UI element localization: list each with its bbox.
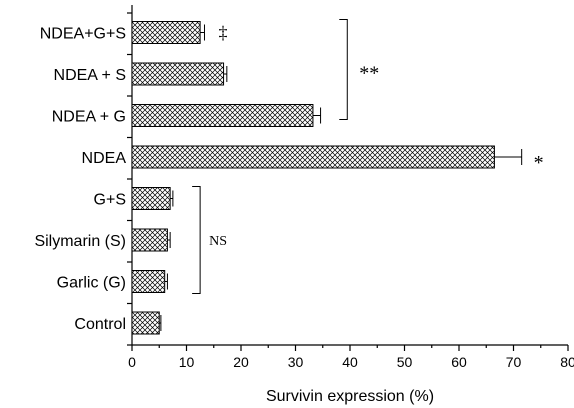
bar-3 xyxy=(131,145,495,169)
y-ticks-group xyxy=(127,12,132,346)
category-label-2: NDEA + G xyxy=(52,109,126,126)
bar-4 xyxy=(131,187,171,210)
error-bars-group xyxy=(159,24,523,331)
ndea-star-annotation: * xyxy=(534,152,544,174)
category-label-1: NDEA + S xyxy=(54,67,126,84)
category-labels-group: NDEA+G+S NDEA + S NDEA + G NDEA G+S Silymarin… xyxy=(34,26,126,334)
annotations-group: ‡ * ** NS xyxy=(192,19,544,294)
x-tick-label-0: 0 xyxy=(128,354,136,370)
category-label-3: NDEA xyxy=(82,150,127,167)
bar-5 xyxy=(131,228,168,252)
bar-1 xyxy=(131,62,225,86)
bar-0 xyxy=(131,21,201,44)
dagger-annotation: ‡ xyxy=(218,23,227,43)
control-group-bracket xyxy=(192,186,201,294)
category-label-0: NDEA+G+S xyxy=(40,26,126,43)
error-bar-6 xyxy=(164,273,168,290)
control-group-annotation: NS xyxy=(209,234,227,249)
bar-2 xyxy=(131,104,314,127)
bar-7 xyxy=(131,311,160,335)
treated-group-bracket xyxy=(339,19,348,120)
category-label-6: Garlic (G) xyxy=(57,275,126,292)
x-axis-title: Survivin expression (%) xyxy=(266,388,434,405)
category-label-4: G+S xyxy=(94,192,126,209)
error-bar-1 xyxy=(223,66,228,82)
category-label-7: Control xyxy=(74,316,126,333)
x-tick-label-3: 30 xyxy=(288,354,304,370)
category-label-5: Silymarin (S) xyxy=(34,233,126,250)
bars-group xyxy=(131,21,495,335)
x-tick-label-2: 20 xyxy=(233,354,249,370)
x-tick-label-1: 10 xyxy=(179,354,195,370)
x-ticks-group: 0 10 20 30 40 50 60 70 80 xyxy=(128,345,574,370)
error-bar-7 xyxy=(159,315,162,331)
x-tick-label-4: 40 xyxy=(342,354,358,370)
x-tick-label-7: 70 xyxy=(506,354,522,370)
error-bar-3 xyxy=(494,149,523,165)
error-bar-0 xyxy=(200,24,205,41)
x-tick-label-6: 60 xyxy=(451,354,467,370)
error-bar-2 xyxy=(312,107,322,124)
error-bar-5 xyxy=(167,232,171,248)
x-tick-label-5: 50 xyxy=(397,354,413,370)
bar-6 xyxy=(131,270,166,293)
x-tick-label-8: 80 xyxy=(560,354,574,370)
error-bar-4 xyxy=(170,190,174,207)
treated-group-annotation: ** xyxy=(359,63,379,85)
